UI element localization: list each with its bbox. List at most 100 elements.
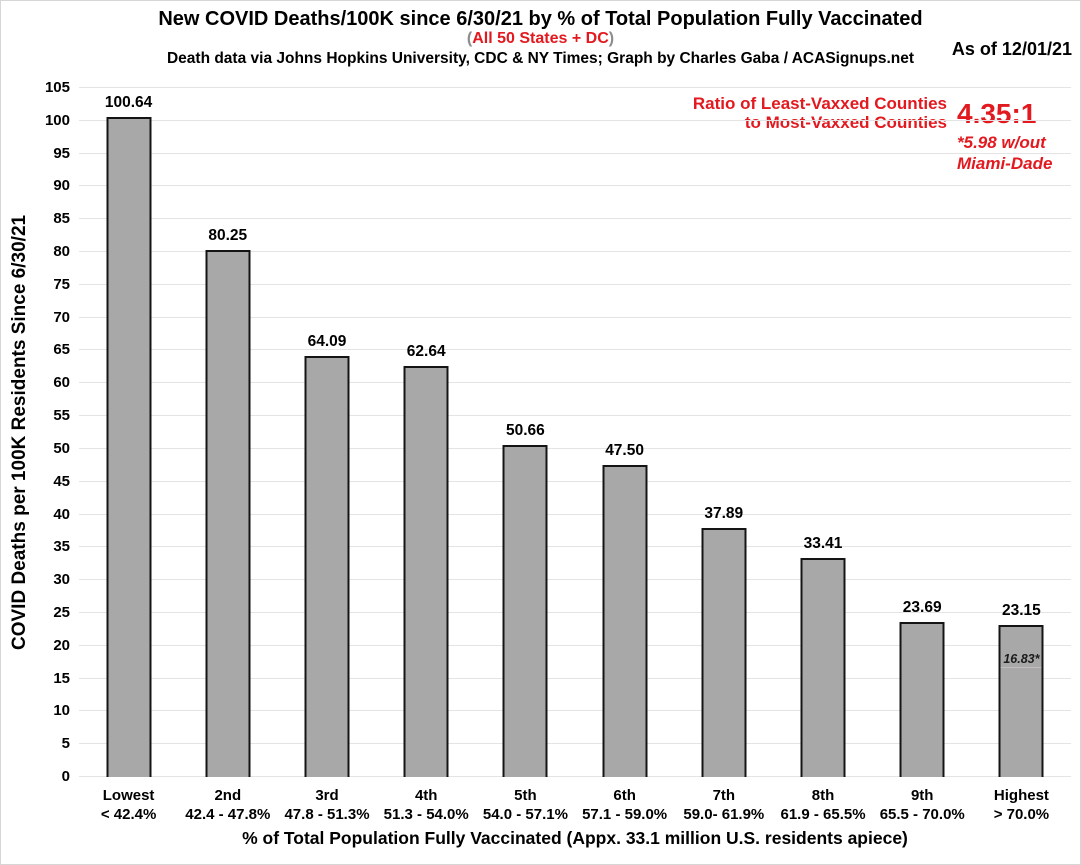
subtitle-main: All 50 States + DC	[472, 30, 609, 47]
bar-value-label: 33.41	[803, 534, 843, 552]
y-tick-label: 90	[53, 177, 70, 195]
inner-marker-label: 16.83*	[1003, 652, 1040, 667]
chart-title: New COVID Deaths/100K since 6/30/21 by %…	[158, 8, 923, 30]
ratio-annotation-line1: Ratio of Least-Vaxxed Counties	[692, 94, 947, 113]
ratio-footnote-line1: *5.98 w/out	[957, 133, 1046, 152]
bar-10: 16.83*	[998, 625, 1044, 777]
gridline	[79, 513, 1071, 515]
subtitle-paren-close: )	[608, 30, 615, 47]
y-tick-label: 15	[53, 669, 70, 687]
bar-9	[899, 621, 945, 777]
bar-8	[800, 557, 846, 777]
x-category-range: 61.9 - 65.5%	[780, 806, 866, 823]
y-tick-label: 40	[53, 505, 70, 523]
bar-slot: 47.50	[575, 88, 674, 777]
gridline	[79, 480, 1071, 482]
y-tick-label: 85	[53, 210, 70, 228]
gridline	[79, 710, 1071, 712]
bar-slot: 23.69	[873, 88, 972, 777]
bar-value-label: 62.64	[406, 342, 446, 360]
x-category-range: < 42.4%	[100, 806, 157, 823]
bar-4	[403, 365, 449, 777]
bar-1	[106, 116, 152, 777]
y-tick-label: 0	[61, 768, 70, 785]
x-category-rank: 7th	[712, 787, 736, 804]
y-tick-label: 100	[44, 111, 70, 129]
x-axis-category-labels: Lowest < 42.4% 2nd 42.4 - 47.8% 3rd 47.8 - 51…	[79, 786, 1071, 824]
y-tick-label: 60	[53, 374, 70, 392]
x-category-rank: 4th	[414, 787, 438, 804]
y-tick-label: 75	[53, 275, 70, 293]
bar-slot: 62.64	[377, 88, 476, 777]
x-category-label: 8th 61.9 - 65.5%	[773, 786, 872, 824]
y-tick-label: 5	[61, 735, 70, 753]
x-category-label: 3rd 47.8 - 51.3%	[277, 786, 376, 824]
gridline	[79, 743, 1071, 745]
x-category-label: 7th 59.0- 61.9%	[674, 786, 773, 824]
bar-3	[304, 356, 350, 777]
x-category-rank: 5th	[514, 787, 537, 804]
ratio-value: 4.35:1	[957, 98, 1037, 129]
y-tick-label: 45	[53, 472, 70, 490]
gridline	[79, 546, 1071, 548]
gridline	[79, 316, 1071, 318]
gridline	[79, 644, 1071, 646]
gridline	[79, 415, 1071, 417]
bar-value-label: 80.25	[208, 227, 248, 245]
x-category-label: 6th 57.1 - 59.0%	[575, 786, 674, 824]
bar-slot: 16.83* 23.15	[972, 88, 1071, 777]
bar-value-label: 47.50	[605, 442, 644, 460]
x-category-range: 51.3 - 54.0%	[383, 806, 469, 823]
x-category-rank: 3rd	[315, 787, 339, 804]
y-tick-label: 70	[53, 308, 70, 326]
x-category-rank: 6th	[613, 787, 636, 804]
bar-5	[502, 444, 548, 777]
ratio-annotation-label: Ratio of Least-Vaxxed Counties to Most-V…	[693, 94, 947, 132]
gridline	[79, 218, 1071, 220]
gridline	[79, 776, 1071, 777]
bar-value-label: 64.09	[307, 333, 347, 351]
y-tick-label: 25	[53, 603, 70, 621]
y-axis-title: COVID Deaths per 100K Residents Since 6/…	[9, 214, 30, 651]
y-tick-label: 65	[53, 341, 70, 359]
x-axis-title: % of Total Population Fully Vaccinated (…	[242, 828, 908, 848]
bar-slot: 33.41	[773, 88, 872, 777]
gridline	[79, 579, 1071, 581]
y-tick-label: 50	[53, 439, 70, 457]
x-category-label: 4th 51.3 - 54.0%	[377, 786, 476, 824]
x-category-label: Lowest < 42.4%	[79, 786, 178, 824]
y-tick-label: 20	[53, 636, 70, 654]
bar-value-label: 50.66	[505, 421, 545, 439]
bar-2	[205, 250, 251, 777]
y-tick-label: 95	[53, 144, 70, 162]
x-category-range: 42.4 - 47.8%	[185, 806, 271, 823]
chart-subtitle: (All 50 States + DC)	[1, 30, 1080, 48]
gridline	[79, 349, 1071, 351]
x-category-label: 5th 54.0 - 57.1%	[476, 786, 575, 824]
x-category-label: Highest > 70.0%	[972, 786, 1071, 824]
x-category-rank: 8th	[811, 787, 835, 804]
bar-slot: 50.66	[476, 88, 575, 777]
subtitle-paren-open: (	[466, 30, 473, 47]
bar-value-label: 23.15	[1001, 602, 1041, 620]
gridline	[79, 382, 1071, 384]
bar-slot: 64.09	[277, 88, 376, 777]
bar-7	[701, 528, 747, 777]
y-tick-label: 35	[53, 538, 70, 556]
x-category-range: > 70.0%	[993, 806, 1050, 823]
gridline	[79, 152, 1071, 154]
gridline	[79, 283, 1071, 285]
gridline	[79, 677, 1071, 679]
x-category-range: 54.0 - 57.1%	[482, 806, 568, 823]
bar-6	[602, 465, 648, 777]
ratio-footnote: *5.98 w/out Miami-Dade	[957, 132, 1052, 174]
bar-value-label: 37.89	[704, 505, 744, 523]
bar-slot: 100.64	[79, 88, 178, 777]
credit-line: Death data via Johns Hopkins University,…	[166, 50, 915, 67]
y-tick-label: 30	[53, 571, 70, 589]
gridline	[79, 119, 1071, 121]
x-category-range: 57.1 - 59.0%	[582, 806, 668, 823]
ratio-annotation-line2: to Most-Vaxxed Counties	[744, 113, 947, 132]
gridline	[79, 611, 1071, 613]
ratio-footnote-line2: Miami-Dade	[957, 154, 1053, 173]
